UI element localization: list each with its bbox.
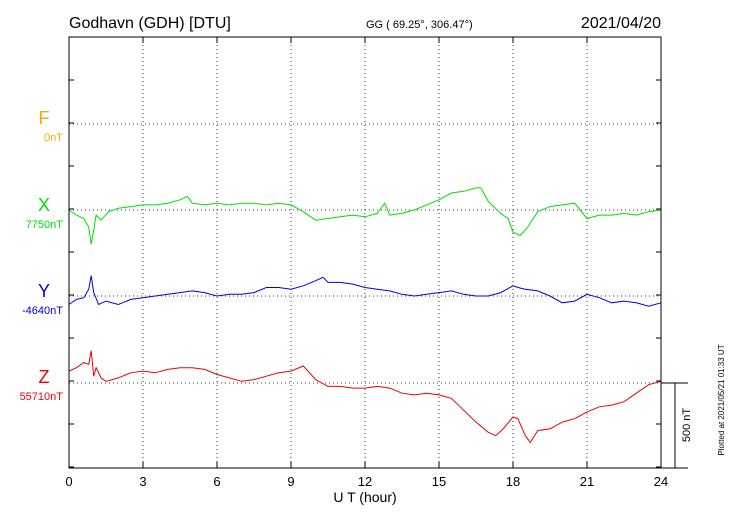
series-baseline-y: -4640nT (22, 305, 63, 317)
x-tick-label: 6 (213, 474, 220, 489)
series-line-x (68, 187, 662, 245)
x-tick-label: 9 (287, 474, 294, 489)
series-name-y: Y (38, 281, 50, 301)
x-tick-label: 3 (139, 474, 146, 489)
series-line-y (68, 275, 662, 307)
x-tick-label: 24 (654, 474, 668, 489)
series-line-z (68, 350, 662, 444)
series-labels: F 0nT X 7750nT Y -4640nT Z 55710nT (20, 108, 64, 403)
plotted-at-note: Plotted at 2021/05/21 01:33 UT (717, 344, 726, 455)
station-title: Godhavn (GDH) [DTU] (69, 15, 231, 32)
series-baseline-z: 55710nT (20, 391, 64, 403)
x-tick-label: 21 (580, 474, 594, 489)
series-baseline-f: 0nT (44, 132, 63, 144)
series-name-x: X (38, 195, 50, 215)
x-tick-label: 15 (432, 474, 446, 489)
date-label: 2021/04/20 (581, 15, 661, 32)
coordinates-label: GG ( 69.25°, 306.47°) (366, 19, 473, 31)
x-tick-label: 18 (506, 474, 520, 489)
series-name-z: Z (39, 367, 50, 387)
x-tick-label: 0 (65, 474, 72, 489)
x-axis-ticks: 0 3 6 9 12 15 18 21 24 (65, 37, 668, 489)
x-tick-label: 12 (358, 474, 372, 489)
series-baseline-x: 7750nT (26, 219, 64, 231)
grid-lines (69, 37, 661, 468)
series-name-f: F (39, 108, 50, 128)
scale-bar: 500 nT (661, 382, 693, 469)
series-lines (68, 187, 662, 444)
x-axis-label: U T (hour) (333, 489, 396, 505)
scale-bar-label: 500 nT (681, 408, 693, 443)
